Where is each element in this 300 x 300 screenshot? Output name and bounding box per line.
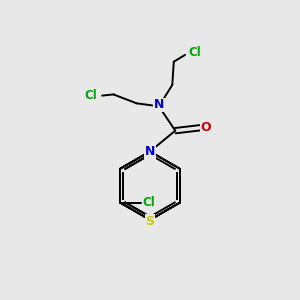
Text: O: O [201,121,211,134]
Text: S: S [146,215,154,228]
Text: Cl: Cl [85,89,98,102]
Text: Cl: Cl [143,196,156,209]
Text: N: N [154,98,164,111]
Text: N: N [145,145,155,158]
Text: Cl: Cl [189,46,202,59]
